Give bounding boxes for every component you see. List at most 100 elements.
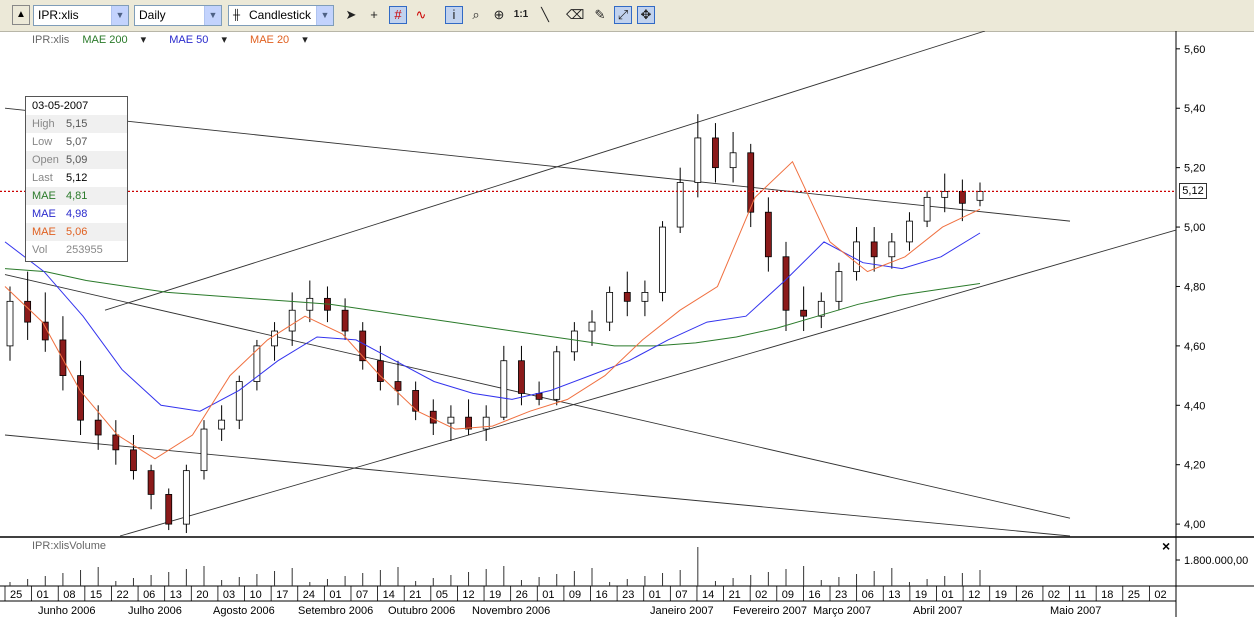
legend-mae200[interactable]: MAE 200 ▾	[82, 34, 147, 46]
candle-body	[130, 449, 137, 472]
grid-icon[interactable]: #	[389, 6, 407, 24]
x-day-label: 06	[143, 589, 155, 601]
legend-mae20[interactable]: MAE 20 ▾	[250, 34, 308, 46]
data-window-row: High 5,15	[26, 115, 127, 133]
x-month-label: Julho 2006	[128, 605, 182, 617]
crosshair-icon[interactable]: +	[370, 7, 378, 22]
candle-body	[77, 375, 84, 421]
x-day-label: 07	[356, 589, 368, 601]
candle-body	[271, 330, 278, 347]
legend: IPR:xlis MAE 200 ▾ MAE 50 ▾ MAE 20 ▾	[32, 33, 328, 46]
x-month-label: Abril 2007	[913, 605, 963, 617]
x-day-label: 23	[622, 589, 634, 601]
x-day-label: 14	[702, 589, 714, 601]
zoom-icon[interactable]: ⊕	[493, 7, 505, 22]
pointer-icon[interactable]: ➤	[345, 7, 357, 22]
y-tick-label: 5,00	[1184, 222, 1205, 234]
x-month-label: Janeiro 2007	[650, 605, 714, 617]
candle-body	[800, 309, 808, 317]
one-to-one-icon[interactable]: 1:1	[513, 9, 529, 20]
data-window-label: MAE	[32, 208, 56, 220]
candle-body	[641, 292, 649, 302]
candle-body	[941, 191, 949, 198]
x-day-label: 26	[1021, 589, 1033, 601]
x-day-label: 25	[10, 589, 22, 601]
chart-type-select[interactable]: ╫ Candlestick ▼	[228, 5, 334, 26]
trend-line	[104, 31, 986, 311]
x-month-label: Fevereiro 2007	[733, 605, 807, 617]
x-month-label: Setembro 2006	[298, 605, 373, 617]
candle-body	[376, 360, 384, 382]
x-day-label: 13	[888, 589, 900, 601]
y-tick-label: 4,40	[1184, 400, 1205, 412]
candle-body	[465, 416, 472, 430]
snap-icon[interactable]: ✥	[637, 6, 655, 24]
legend-mae50[interactable]: MAE 50 ▾	[169, 34, 227, 46]
candle-body	[412, 390, 420, 412]
x-day-label: 20	[196, 589, 208, 601]
data-window-value: 5,12	[66, 172, 88, 184]
data-window-value: 5,07	[66, 136, 88, 148]
x-month-label: Novembro 2006	[472, 605, 550, 617]
legend-symbol: IPR:xlis	[32, 34, 70, 46]
data-window-row: MAE 4,81	[26, 187, 127, 205]
candle-body	[6, 300, 14, 347]
x-day-label: 02	[1048, 589, 1060, 601]
x-month-label: Agosto 2006	[213, 605, 275, 617]
x-day-label: 01	[542, 589, 554, 601]
candlestick-icon: ╫	[233, 10, 241, 21]
candle-body	[747, 152, 755, 213]
candle-body	[518, 360, 525, 394]
candle-body	[59, 339, 67, 376]
data-window-value: 253955	[66, 244, 103, 256]
x-day-label: 06	[862, 589, 874, 601]
x-day-label: 02	[1154, 589, 1166, 601]
x-day-label: 07	[675, 589, 687, 601]
candle-body	[500, 360, 508, 418]
y-tick-label: 5,60	[1184, 44, 1205, 56]
auto-scale-icon[interactable]: ⤢	[614, 6, 632, 24]
symbol-select[interactable]: IPR:xlis ▼	[33, 5, 129, 26]
toolbar: ▲ IPR:xlis ▼ Daily ▼ ╫ Candlestick ▼ ➤ +…	[0, 0, 1254, 32]
candle-body	[394, 381, 402, 391]
x-day-label: 11	[1075, 589, 1086, 601]
x-day-label: 16	[596, 589, 608, 601]
candle-body	[712, 137, 719, 169]
candle-body	[341, 309, 349, 332]
x-month-label: Março 2007	[813, 605, 871, 617]
chart-type-value: Candlestick	[249, 8, 312, 22]
x-day-label: 14	[383, 589, 395, 601]
data-window-label: Open	[32, 154, 59, 166]
chevron-down-icon[interactable]: ▼	[316, 6, 333, 25]
x-month-label: Maio 2007	[1050, 605, 1101, 617]
line-tool-icon[interactable]: ╲	[541, 7, 549, 22]
candle-body	[817, 300, 825, 317]
candle-body	[870, 241, 878, 258]
candle-body	[147, 470, 155, 495]
data-window-row: Last 5,12	[26, 169, 127, 187]
eraser-icon[interactable]: ⌫	[566, 7, 585, 22]
candle-body	[623, 292, 631, 302]
candle-body	[306, 297, 314, 311]
info-icon[interactable]: i	[445, 6, 463, 24]
data-window-label: Low	[32, 136, 53, 148]
delete-icon[interactable]: ✎	[594, 7, 606, 22]
chevron-down-icon[interactable]: ▼	[111, 6, 128, 25]
x-day-label: 13	[170, 589, 182, 601]
y-tick-label: 4,20	[1184, 460, 1205, 472]
price-chart[interactable]: 5,60 5,40 5,20 5,00 4,80 4,60 4,40 4,20 4,00 1.80…	[0, 31, 1254, 617]
indicator-icon[interactable]: ∿	[415, 7, 427, 22]
data-window-label: MAE	[32, 226, 56, 238]
zoom-box-icon[interactable]: ⌕	[472, 7, 480, 22]
close-icon[interactable]: ×	[1162, 538, 1171, 554]
scroll-up-icon[interactable]: ▲	[12, 5, 30, 25]
chevron-down-icon[interactable]: ▼	[204, 6, 221, 25]
x-day-label: 15	[90, 589, 102, 601]
x-day-label: 21	[729, 589, 741, 601]
x-month-label: Junho 2006	[38, 605, 96, 617]
x-day-label: 05	[436, 589, 448, 601]
y-tick-label: 4,80	[1184, 281, 1205, 293]
candle-body	[729, 152, 737, 169]
period-select[interactable]: Daily ▼	[134, 5, 222, 26]
candle-body	[41, 321, 49, 341]
